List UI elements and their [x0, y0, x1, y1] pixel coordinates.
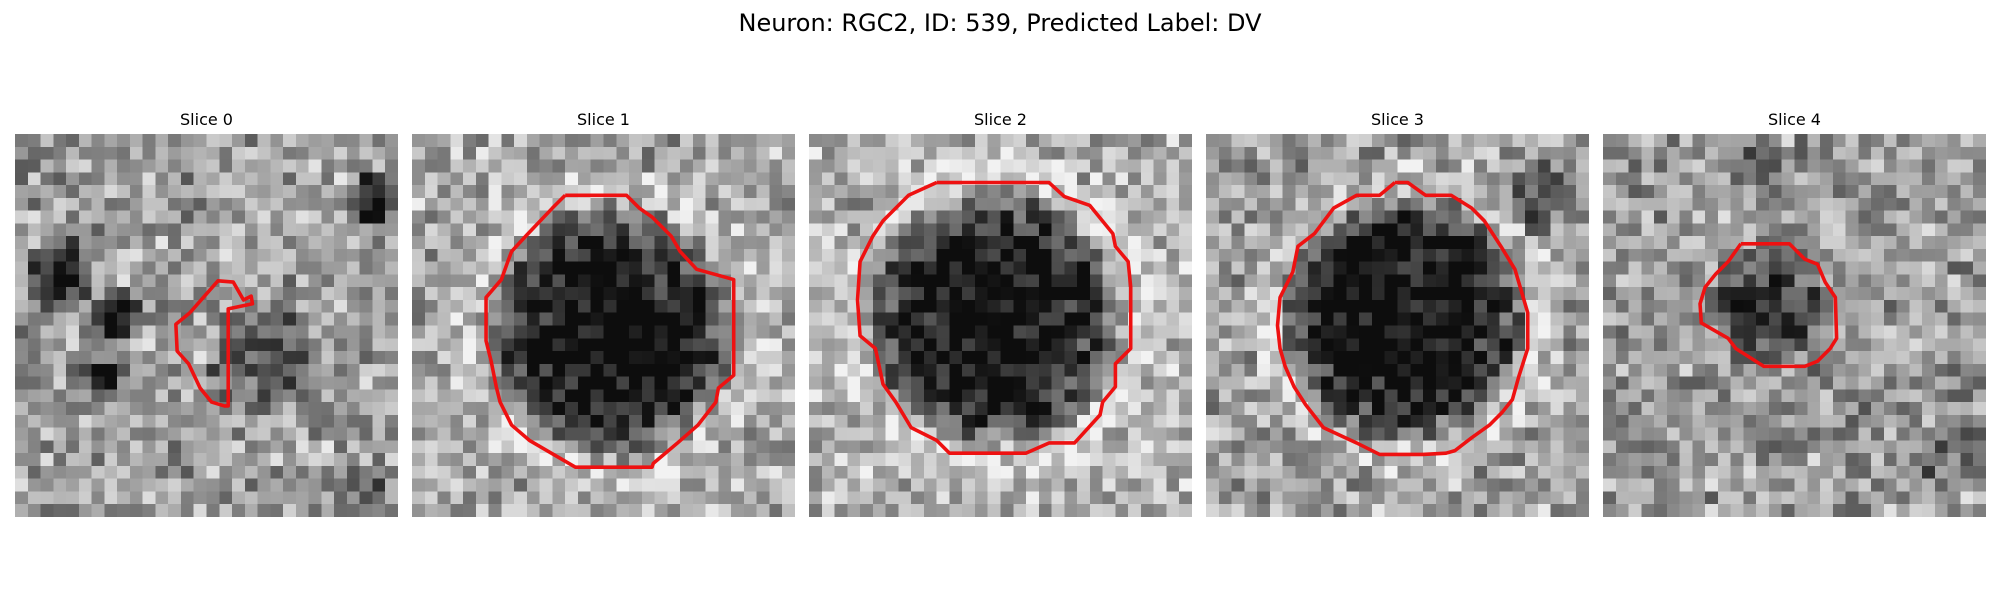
slice-title: Slice 2 [974, 110, 1027, 129]
slice-title: Slice 4 [1768, 110, 1821, 129]
slice-panel-0: Slice 0 [15, 108, 398, 518]
slice-image [1206, 134, 1589, 517]
segmentation-contour [484, 193, 736, 469]
slice-panel-2: Slice 2 [809, 108, 1192, 518]
slice-title: Slice 1 [577, 110, 630, 129]
slice-panel-1: Slice 1 [412, 108, 795, 518]
slice-image [1603, 134, 1986, 517]
slice-title: Slice 3 [1371, 110, 1424, 129]
slice-image [412, 134, 795, 517]
segmentation-contour [1698, 242, 1839, 369]
segmentation-contour [174, 279, 255, 408]
slice-image [809, 134, 1192, 517]
segmentation-contour [1275, 180, 1530, 457]
slice-panel-4: Slice 4 [1603, 108, 1986, 518]
slice-title: Slice 0 [180, 110, 233, 129]
figure-title: Neuron: RGC2, ID: 539, Predicted Label: … [738, 9, 1262, 37]
segmentation-contour [855, 180, 1133, 455]
slice-panel-3: Slice 3 [1206, 108, 1589, 518]
slice-image [15, 134, 398, 517]
